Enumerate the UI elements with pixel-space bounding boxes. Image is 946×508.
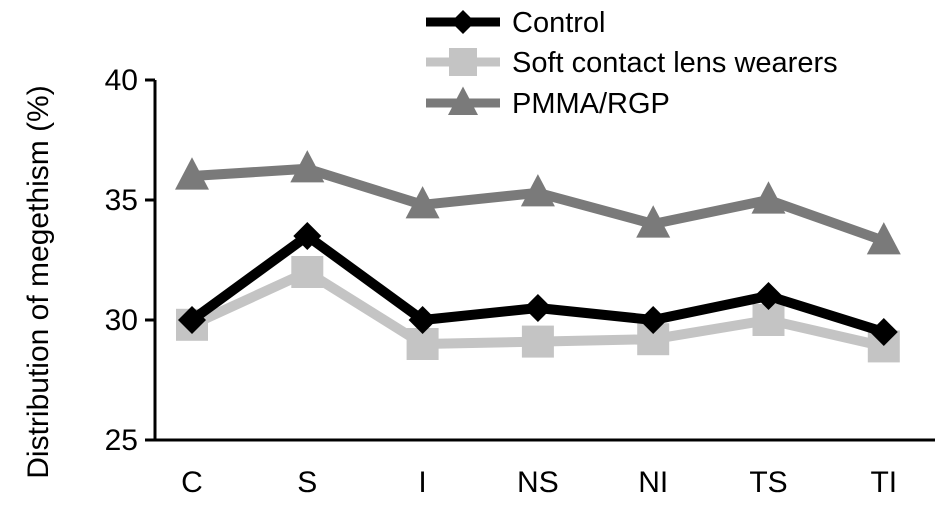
legend-entry: Control [426,7,606,39]
x-tick-label: TI [870,466,897,499]
data-point [290,150,325,183]
data-point [408,306,437,334]
x-tick-label: NI [638,466,668,499]
data-point [636,205,671,238]
legend-label: Control [512,7,606,39]
legend-entry: Soft contact lens wearers [426,47,838,79]
tick-labels: 25 30 35 40 C S I NS NI TS TI [105,64,898,499]
y-axis-title: Distribution of megethism (%) [22,85,55,478]
data-point [754,282,783,310]
legend-swatch-marker [451,10,475,34]
data-point [293,222,322,250]
data-point [520,174,555,207]
legend-swatch-marker [449,48,477,76]
legend: Control Soft contact lens wearers PMMA/RGP [426,7,838,120]
y-tick-label: 35 [105,184,138,217]
data-point [291,256,324,288]
x-tick-label: S [297,466,317,499]
x-tick-label: TS [749,466,787,499]
x-tick-label: I [418,466,426,499]
data-point [639,306,668,334]
data-point [175,157,209,190]
series-layer [175,150,901,363]
y-tick-label: 40 [105,64,138,97]
y-tick-label: 25 [105,424,138,457]
y-tick-label: 30 [105,304,138,337]
data-point [869,318,898,346]
data-point [405,186,440,219]
x-tick-label: NS [517,466,559,499]
series-control [178,222,898,346]
legend-label: PMMA/RGP [512,88,670,120]
data-point [866,222,901,255]
series-soft-contact-lens-wearers [176,256,900,363]
series-pmma-rgp [175,150,901,255]
x-tick-label: C [181,466,203,499]
data-point [751,181,786,214]
legend-entry: PMMA/RGP [426,86,670,120]
legend-swatch-marker [448,86,478,115]
data-point [523,294,552,322]
data-point [521,325,554,358]
legend-label: Soft contact lens wearers [512,47,838,79]
axes [145,78,935,442]
data-point [178,306,206,334]
